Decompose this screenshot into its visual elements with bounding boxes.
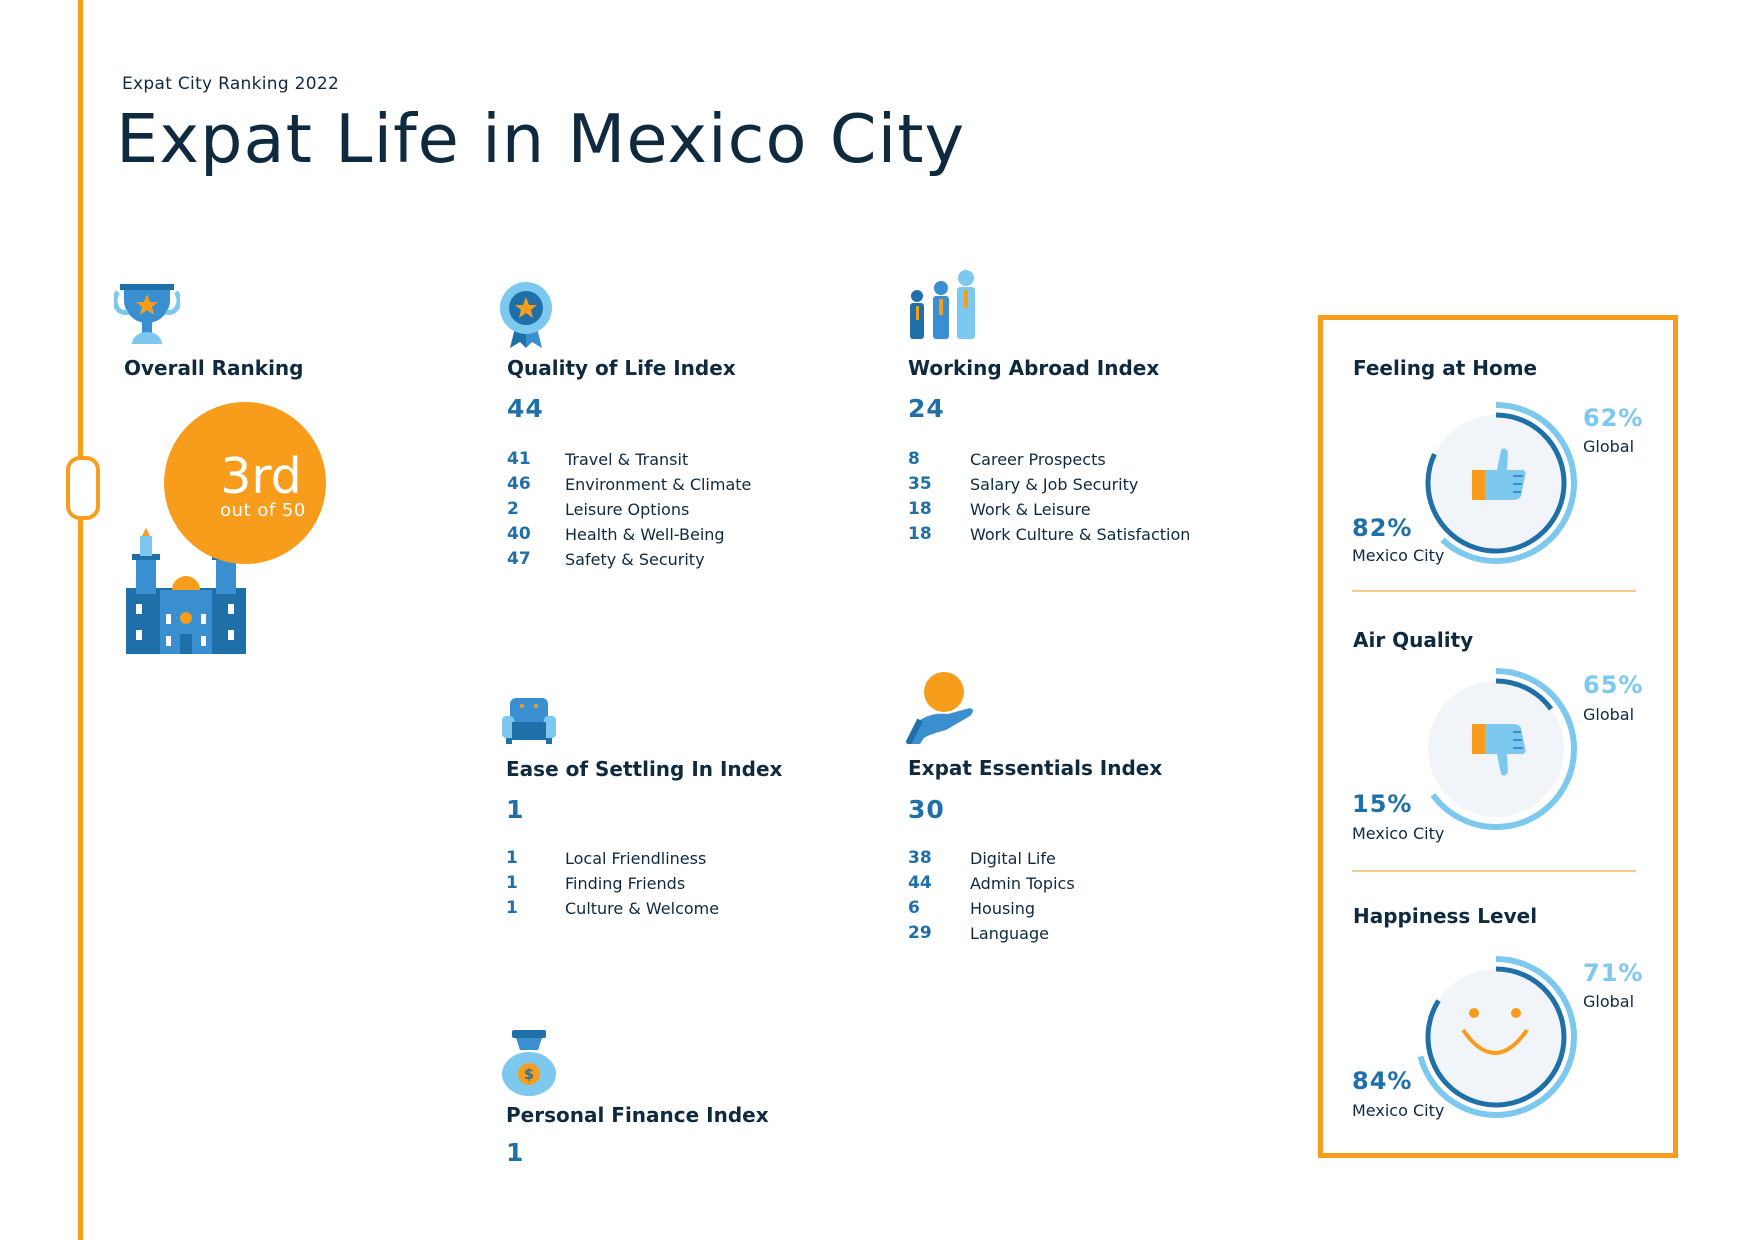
list-item: 18 Work Culture & Satisfaction <box>908 524 1191 544</box>
list-item: 40 Health & Well-Being <box>507 524 725 544</box>
list-item: 29 Language <box>908 923 1049 943</box>
air-quality-gauge <box>1428 668 1577 830</box>
page-subtitle: Expat City Ranking 2022 <box>122 74 340 94</box>
finance-title: Personal Finance Index <box>506 1103 769 1127</box>
list-item: 1 Finding Friends <box>506 873 686 893</box>
money-bag-icon: $ <box>500 1030 558 1100</box>
global-arc <box>1430 668 1577 830</box>
settling-list: 1 Local Friendliness 1 Finding Friends 1 Cu… <box>506 848 796 923</box>
air-global-label: Global <box>1583 705 1635 724</box>
air-city-label: Mexico City <box>1352 824 1445 843</box>
timeline-marker <box>66 456 100 520</box>
city-arc <box>1495 678 1554 711</box>
happiness-title: Happiness Level <box>1353 904 1538 928</box>
svg-text:$: $ <box>524 1067 534 1083</box>
working-title: Working Abroad Index <box>908 356 1160 380</box>
list-item: 44 Admin Topics <box>908 873 1075 893</box>
smiley-icon <box>1461 1008 1529 1055</box>
happiness-gauge <box>1417 956 1577 1118</box>
finance-value: 1 <box>506 1138 525 1167</box>
list-item: 8 Career Prospects <box>908 449 1106 469</box>
hand-coin-icon <box>905 672 976 748</box>
panel-divider <box>1352 870 1636 872</box>
list-item: 18 Work & Leisure <box>908 499 1091 519</box>
trophy-icon <box>112 280 182 354</box>
quality-value: 44 <box>507 394 544 423</box>
page-title: Expat Life in Mexico City <box>116 100 966 178</box>
medal-icon <box>496 280 556 354</box>
panel-divider <box>1352 590 1636 592</box>
list-item: 35 Salary & Job Security <box>908 474 1139 494</box>
list-item: 2 Leisure Options <box>507 499 690 519</box>
thumbs-up-icon <box>1472 448 1526 500</box>
rank-out-of: out of 50 <box>220 500 306 521</box>
city-arc <box>1425 966 1567 1108</box>
quality-list: 41 Travel & Transit 46 Environment & Clima… <box>507 449 797 574</box>
rank-badge <box>164 402 326 564</box>
rank-value: 3rd <box>220 448 302 505</box>
city-arc <box>1425 412 1567 554</box>
overall-ranking-title: Overall Ranking <box>124 356 304 380</box>
global-arc <box>1440 402 1577 564</box>
list-item: 47 Safety & Security <box>507 549 705 569</box>
workers-icon <box>908 270 978 344</box>
settling-value: 1 <box>506 795 525 824</box>
happiness-global-pct: 71% <box>1583 959 1644 987</box>
essentials-value: 30 <box>908 795 945 824</box>
list-item: 38 Digital Life <box>908 848 1056 868</box>
list-item: 41 Travel & Transit <box>507 449 689 469</box>
happiness-global-label: Global <box>1583 992 1635 1011</box>
thumbs-down-icon <box>1472 724 1526 776</box>
stats-panel <box>1318 315 1678 1158</box>
list-item: 1 Culture & Welcome <box>506 898 720 918</box>
happiness-city-pct: 84% <box>1352 1067 1413 1095</box>
feeling-global-label: Global <box>1583 437 1635 456</box>
happiness-city-label: Mexico City <box>1352 1101 1445 1120</box>
settling-title: Ease of Settling In Index <box>506 757 783 781</box>
list-item: 6 Housing <box>908 898 1036 918</box>
feeling-global-pct: 62% <box>1583 404 1644 432</box>
feeling-city-pct: 82% <box>1352 514 1413 542</box>
timeline-line <box>78 0 83 1240</box>
feeling-at-home-title: Feeling at Home <box>1353 356 1538 380</box>
working-value: 24 <box>908 394 945 423</box>
air-global-pct: 65% <box>1583 671 1644 699</box>
list-item: 1 Local Friendliness <box>506 848 707 868</box>
air-city-pct: 15% <box>1352 790 1413 818</box>
quality-title: Quality of Life Index <box>507 356 736 380</box>
essentials-title: Expat Essentials Index <box>908 756 1163 780</box>
essentials-list: 38 Digital Life 44 Admin Topics 6 Housing 2… <box>908 848 1198 948</box>
list-item: 46 Environment & Climate <box>507 474 752 494</box>
feeling-at-home-gauge <box>1425 402 1577 564</box>
working-list: 8 Career Prospects 35 Salary & Job Securit… <box>908 449 1228 549</box>
armchair-icon <box>500 696 558 748</box>
air-quality-title: Air Quality <box>1353 628 1474 652</box>
feeling-city-label: Mexico City <box>1352 546 1445 565</box>
global-arc <box>1417 956 1577 1118</box>
